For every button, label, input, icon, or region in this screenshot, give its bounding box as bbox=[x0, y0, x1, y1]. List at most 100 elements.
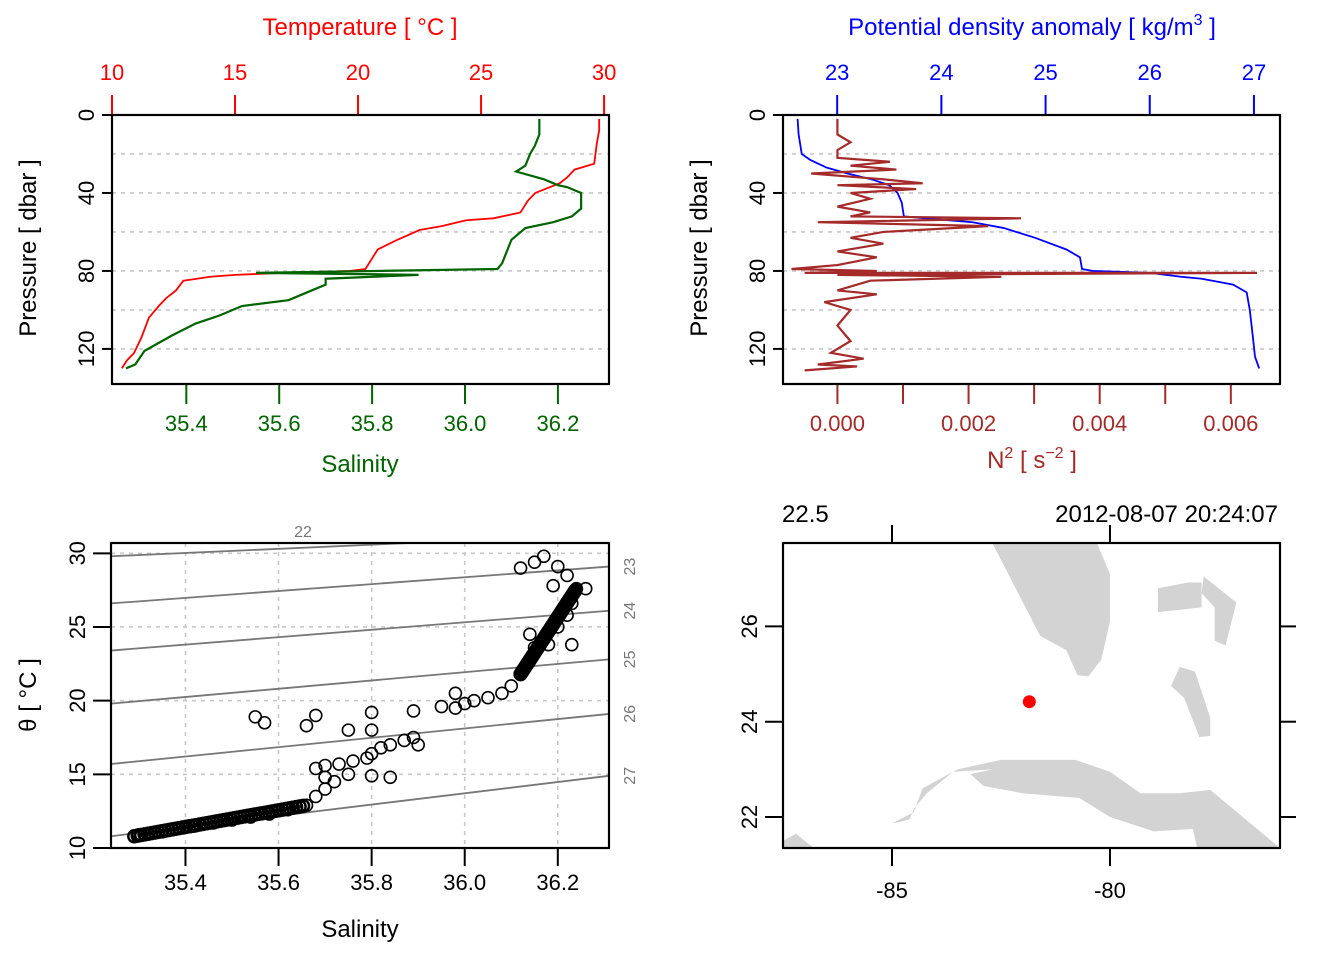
ts-point bbox=[308, 708, 323, 723]
density-axis-title: Potential density anomaly [ kg/m3 ] bbox=[848, 12, 1216, 41]
ts-point bbox=[467, 693, 481, 708]
pressure-axis-label: Pressure [ dbar ] bbox=[686, 159, 713, 336]
ts-point bbox=[341, 767, 356, 782]
temperature-tick-label: 10 bbox=[100, 60, 124, 85]
land-cuba bbox=[891, 759, 1280, 848]
ts-point bbox=[364, 723, 379, 737]
ts-point bbox=[364, 705, 379, 720]
ts-point bbox=[308, 761, 323, 776]
latitude-tick-label: 22 bbox=[737, 805, 762, 829]
ts-point bbox=[434, 699, 449, 714]
ts-point bbox=[295, 798, 311, 814]
density-tick-label: 26 bbox=[1138, 60, 1162, 85]
isopycnal-label: 23 bbox=[622, 558, 639, 576]
ts-point bbox=[560, 568, 574, 583]
ts-point bbox=[457, 696, 472, 711]
temperature-tick-label: 30 bbox=[592, 60, 616, 85]
salinity-tick-label: 36.2 bbox=[536, 870, 579, 895]
ts-point bbox=[364, 769, 379, 783]
ts-point bbox=[568, 583, 583, 598]
isopycnal-line bbox=[110, 542, 410, 558]
ts-point bbox=[383, 770, 398, 785]
ts-point bbox=[341, 723, 356, 737]
pressure-tick-label: 40 bbox=[74, 181, 99, 205]
ts-point bbox=[383, 738, 398, 752]
ts-point bbox=[546, 578, 560, 593]
salinity-tick-label: 35.8 bbox=[351, 411, 394, 436]
map-frame bbox=[781, 541, 1282, 850]
salinity-axis-label: Salinity bbox=[321, 916, 398, 943]
isopycnal-label: 25 bbox=[622, 650, 639, 668]
ts-point bbox=[397, 733, 412, 748]
ts-point bbox=[374, 741, 388, 755]
latitude-tick-label: 24 bbox=[737, 709, 762, 733]
ts-point bbox=[504, 679, 519, 693]
theta-tick-label: 15 bbox=[65, 762, 90, 786]
pressure-tick-label: 0 bbox=[74, 109, 99, 121]
isopycnal-line bbox=[110, 713, 610, 765]
ts-point bbox=[360, 751, 374, 765]
pressure-tick-label: 0 bbox=[745, 109, 770, 121]
isopycnal-label: 26 bbox=[622, 705, 639, 723]
panel-temperature-salinity-profile: Temperature [ °C ] 0 40 80 120 10 15 20 25 30 35.… bbox=[15, 14, 616, 478]
n2-tick-label: 0.004 bbox=[1072, 411, 1127, 436]
temperature-tick-label: 20 bbox=[346, 60, 370, 85]
salinity-tick-label: 36.0 bbox=[444, 411, 487, 436]
salinity-tick-label: 35.4 bbox=[165, 411, 208, 436]
theta-tick-label: 10 bbox=[65, 836, 90, 860]
pressure-tick-label: 80 bbox=[74, 259, 99, 283]
theta-axis-label: θ [ °C ] bbox=[15, 658, 42, 732]
pressure-tick-label: 120 bbox=[745, 331, 770, 368]
salinity-tick-label: 36.0 bbox=[443, 870, 486, 895]
ts-point bbox=[537, 549, 551, 564]
theta-tick-label: 25 bbox=[65, 615, 90, 639]
station-datetime-label: 2012-08-07 20:24:07 bbox=[1055, 501, 1278, 528]
density-tick-label: 23 bbox=[825, 60, 849, 85]
n2-profile-line bbox=[791, 118, 1258, 372]
density-tick-label: 27 bbox=[1242, 60, 1266, 85]
land-bahamas-abaco bbox=[1201, 576, 1237, 646]
land-florida bbox=[992, 543, 1110, 677]
station-marker bbox=[1022, 695, 1036, 709]
plot-frame bbox=[110, 113, 611, 386]
isopycnal-label: 22 bbox=[294, 524, 312, 541]
isopycnal-line bbox=[110, 609, 610, 652]
n2-tick-label: 0.000 bbox=[810, 411, 865, 436]
isopycnal-line bbox=[110, 565, 610, 605]
isopycnal-label: 27 bbox=[622, 767, 639, 785]
n2-axis-label: N2 [ s−2 ] bbox=[987, 445, 1077, 474]
ts-point bbox=[257, 715, 272, 730]
density-tick-label: 25 bbox=[1033, 60, 1057, 85]
pressure-tick-label: 120 bbox=[74, 331, 99, 368]
n2-tick-label: 0.002 bbox=[941, 411, 996, 436]
ts-point bbox=[551, 559, 565, 574]
ts-point bbox=[299, 718, 314, 733]
panel-ts-diagram: 22 23 24 25 26 27 35.4 35.6 35.8 36.0 36.2 10 15 20 2… bbox=[15, 524, 639, 943]
ts-point bbox=[318, 770, 332, 785]
longitude-tick-label: -80 bbox=[1094, 878, 1126, 903]
pressure-axis-label: Pressure [ dbar ] bbox=[15, 159, 42, 336]
ts-point bbox=[523, 627, 537, 642]
salinity-tick-label: 35.8 bbox=[350, 870, 393, 895]
isopycnal-label: 24 bbox=[622, 602, 639, 620]
salinity-tick-label: 35.4 bbox=[164, 870, 207, 895]
plot-frame bbox=[109, 541, 611, 850]
n2-tick-label: 0.006 bbox=[1203, 411, 1258, 436]
salinity-profile-line bbox=[125, 118, 583, 370]
temperature-tick-label: 15 bbox=[223, 60, 247, 85]
ts-point bbox=[406, 704, 421, 718]
ts-point bbox=[495, 686, 509, 701]
pressure-tick-label: 80 bbox=[745, 259, 770, 283]
longitude-tick-label: -85 bbox=[876, 878, 908, 903]
temperature-tick-label: 25 bbox=[469, 60, 493, 85]
ts-point bbox=[513, 561, 528, 575]
pressure-tick-label: 40 bbox=[745, 181, 770, 205]
ts-point bbox=[346, 754, 360, 768]
land-layer bbox=[783, 543, 1280, 848]
salinity-tick-label: 36.2 bbox=[536, 411, 579, 436]
land-bahamas-grand bbox=[1157, 582, 1202, 613]
panel-station-map: -85 -80 22 24 26 22.5 2012-08-07 20:24:07 bbox=[737, 501, 1296, 903]
temperature-axis-title: Temperature [ °C ] bbox=[263, 14, 458, 41]
density-tick-label: 24 bbox=[929, 60, 953, 85]
